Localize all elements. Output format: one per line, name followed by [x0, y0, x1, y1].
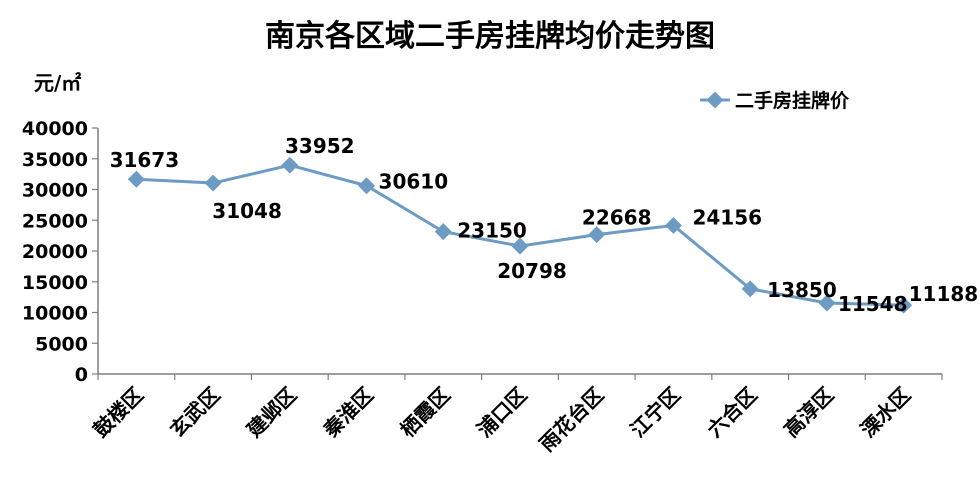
data-label: 20798: [497, 259, 567, 283]
chart-title: 南京各区域二手房挂牌均价走势图: [265, 19, 715, 54]
data-point-marker: [358, 177, 376, 195]
data-point-marker: [664, 216, 682, 234]
legend-series-name: 二手房挂牌价: [735, 89, 850, 112]
data-point-marker: [741, 280, 759, 298]
data-label: 11188: [909, 282, 979, 306]
data-label: 31673: [110, 148, 180, 172]
y-tick-label: 25000: [22, 210, 88, 232]
data-label: 23150: [457, 219, 527, 243]
data-point-marker: [511, 237, 529, 255]
y-tick-label: 5000: [35, 333, 88, 355]
y-tick-label: 15000: [22, 272, 88, 294]
y-tick-label: 40000: [22, 118, 88, 140]
y-tick-label: 0: [75, 364, 88, 386]
data-point-marker: [127, 170, 145, 188]
legend-marker-icon: [706, 91, 724, 109]
y-tick-label: 20000: [22, 241, 88, 263]
y-tick-labels: 0 5000 10000 15000 20000 25000 30000 35000 40000: [22, 118, 98, 386]
data-label: 33952: [285, 134, 355, 158]
y-tick-label: 10000: [22, 303, 88, 325]
legend: 二手房挂牌价: [700, 89, 850, 112]
data-label: 30610: [379, 170, 449, 194]
data-label: 11548: [838, 292, 908, 316]
y-axis-unit-label: 元/㎡: [34, 71, 81, 95]
data-point-marker: [204, 174, 222, 192]
data-label: 22668: [582, 206, 652, 230]
data-label: 24156: [692, 205, 762, 229]
series-layer: 31673 31048 33952 30610 23150 20798 22668 24156…: [110, 134, 979, 316]
data-point-marker: [895, 296, 913, 314]
y-tick-label: 30000: [22, 180, 88, 202]
data-point-marker: [588, 226, 606, 244]
data-point-marker: [281, 156, 299, 174]
data-label: 31048: [212, 199, 282, 223]
data-point-marker: [818, 294, 836, 312]
data-label: 13850: [767, 278, 837, 302]
y-tick-label: 35000: [22, 149, 88, 171]
data-point-marker: [434, 223, 452, 241]
